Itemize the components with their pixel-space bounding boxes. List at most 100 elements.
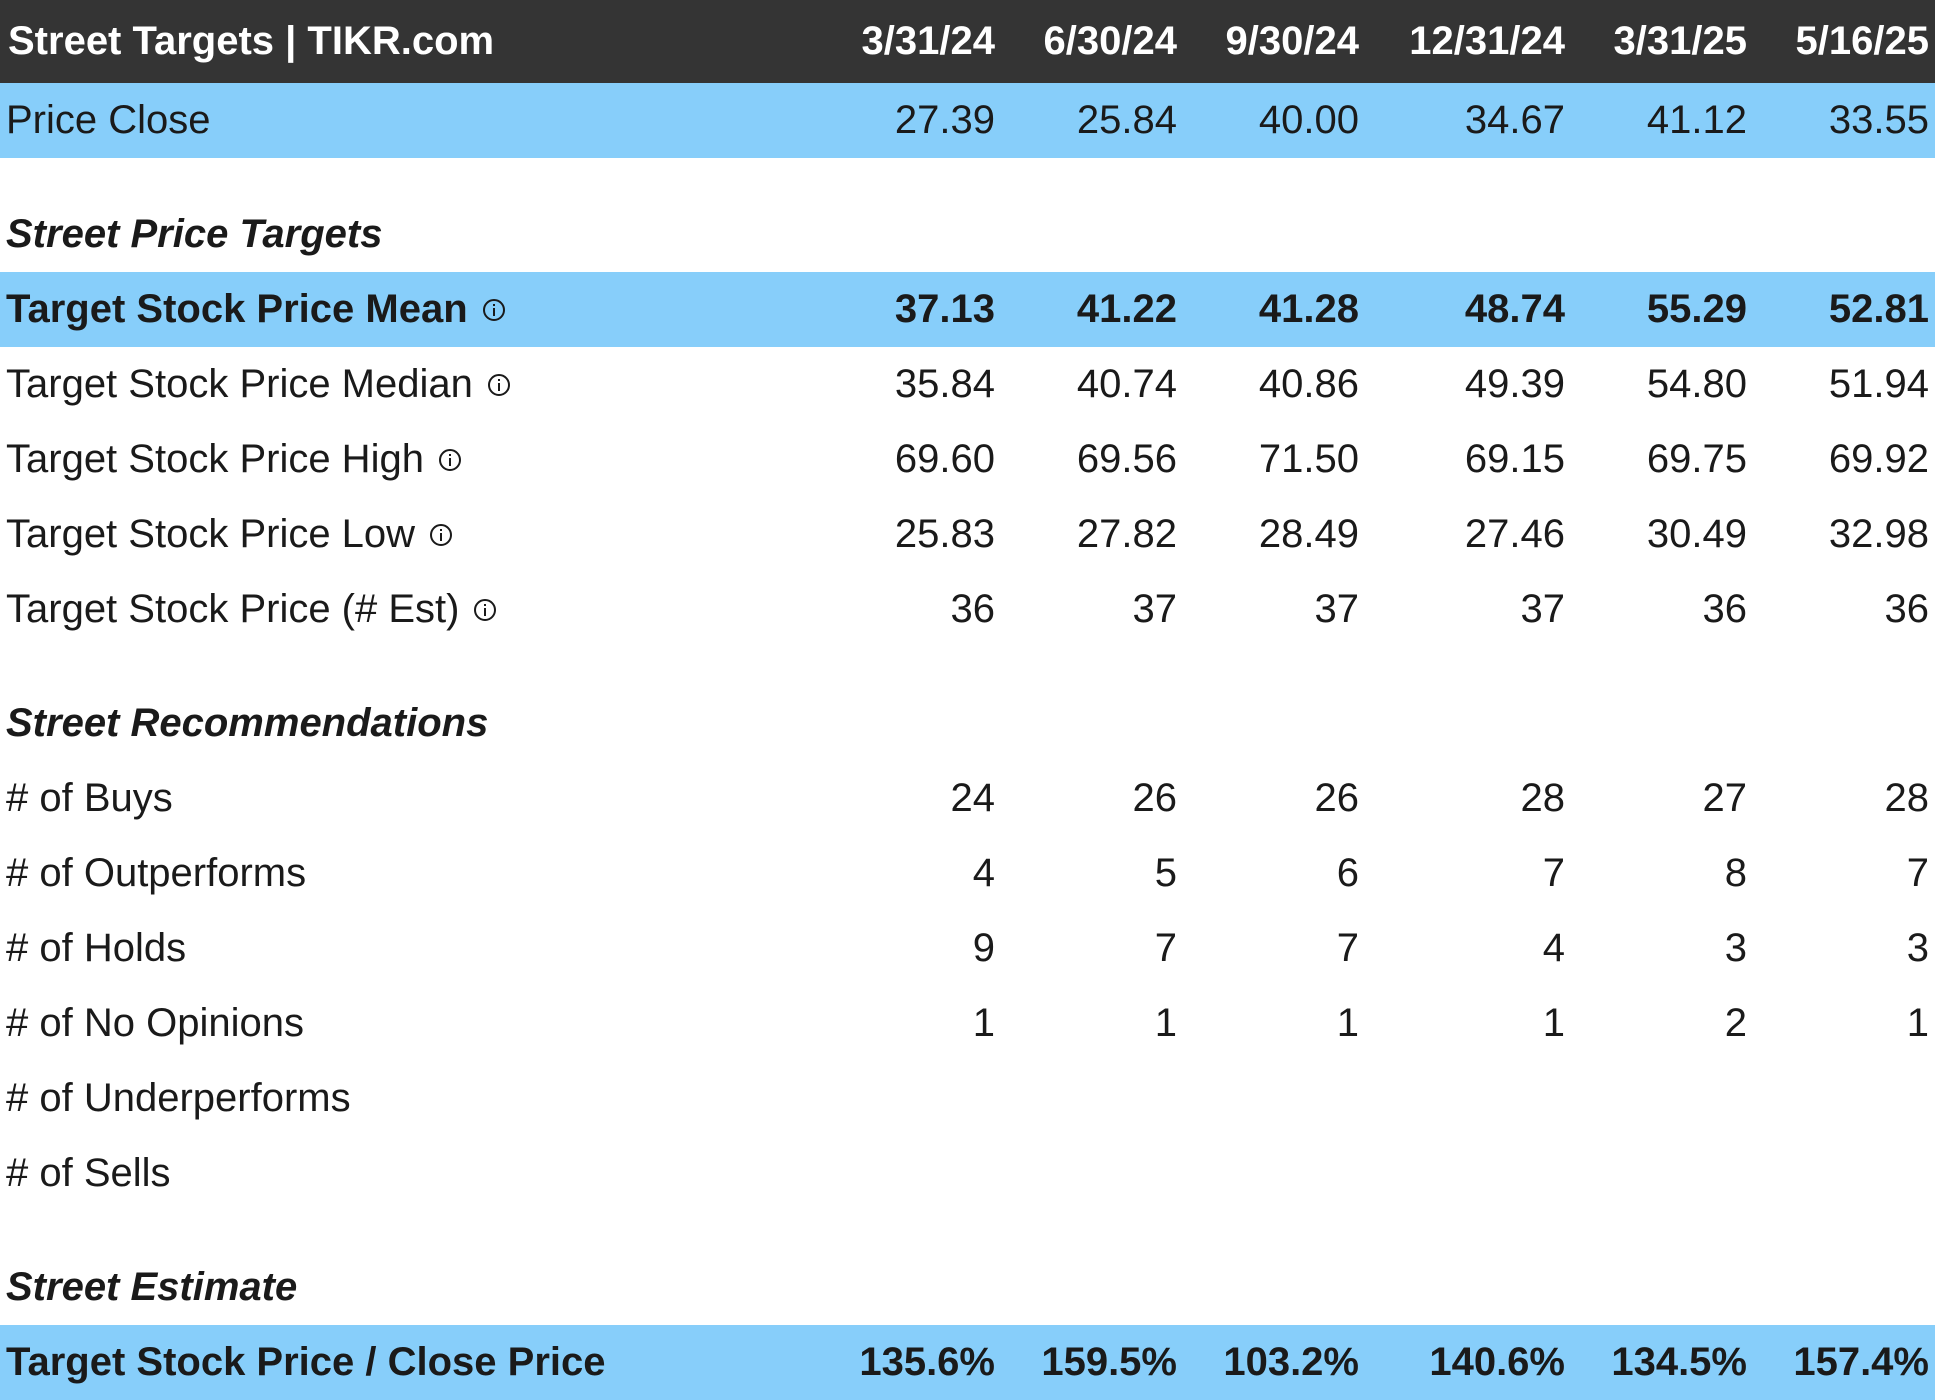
info-circle-icon[interactable]: [487, 373, 511, 397]
table-cell: 4: [972, 851, 995, 895]
table-cell: 7: [1154, 926, 1177, 970]
section-title-estimate: Street Estimate: [6, 1265, 298, 1309]
target-low-row: Target Stock Price Low 25.83 27.82 28.49…: [0, 497, 1935, 572]
table-cell: 69.15: [1464, 437, 1565, 481]
table-cell: 37: [1520, 587, 1566, 631]
table-cell: 7: [1336, 926, 1359, 970]
table-cell: 36: [950, 587, 996, 631]
table-cell: 7: [1542, 851, 1565, 895]
table-cell: 4: [1542, 926, 1565, 970]
table-header: Street Targets | TIKR.com 3/31/24 6/30/2…: [0, 0, 1935, 83]
table-cell: 157.4%: [1793, 1340, 1929, 1384]
outperforms-row: # of Outperforms 4 5 6 7 8 7: [0, 836, 1935, 911]
table-cell: 1: [1154, 1001, 1177, 1045]
section-spacer: [0, 158, 1935, 197]
table-cell: 27.82: [1076, 512, 1177, 556]
table-cell: 135.6%: [859, 1340, 995, 1384]
table-cell: 26: [1314, 776, 1360, 820]
target-to-close-row: Target Stock Price / Close Price 135.6% …: [0, 1325, 1935, 1400]
row-label: Price Close: [6, 98, 211, 142]
table-cell: 49.39: [1464, 362, 1565, 406]
table-cell: 140.6%: [1429, 1340, 1565, 1384]
table-cell: 1: [1906, 1001, 1929, 1045]
info-circle-icon[interactable]: [429, 523, 453, 547]
table-title: Street Targets | TIKR.com: [8, 19, 495, 63]
row-label: Target Stock Price Low: [6, 512, 416, 556]
table-cell: 28: [1884, 776, 1930, 820]
info-circle-icon[interactable]: [438, 448, 462, 472]
table-cell: 1: [1336, 1001, 1359, 1045]
table-cell: 6: [1336, 851, 1359, 895]
table-cell: 48.74: [1464, 287, 1565, 331]
row-label: # of Buys: [6, 776, 173, 820]
row-label: # of No Opinions: [6, 1001, 304, 1045]
table-cell: 37.13: [894, 287, 995, 331]
target-high-row: Target Stock Price High 69.60 69.56 71.5…: [0, 422, 1935, 497]
table-cell: 34.67: [1464, 98, 1565, 142]
table-cell: 28.49: [1258, 512, 1359, 556]
no-opinions-row: # of No Opinions 1 1 1 1 2 1: [0, 986, 1935, 1061]
table-cell: 1: [1542, 1001, 1565, 1045]
table-cell: 27.39: [894, 98, 995, 142]
table-cell: 69.56: [1076, 437, 1177, 481]
section-title-price-targets: Street Price Targets: [6, 212, 383, 256]
target-mean-row: Target Stock Price Mean 37.13 41.22 41.2…: [0, 272, 1935, 347]
table-cell: 69.75: [1646, 437, 1747, 481]
column-header: 9/30/24: [1225, 19, 1359, 63]
table-cell: 28: [1520, 776, 1566, 820]
column-header: 3/31/25: [1613, 19, 1747, 63]
table-cell: 33.55: [1828, 98, 1929, 142]
table-cell: 2: [1724, 1001, 1747, 1045]
target-est-count-row: Target Stock Price (# Est) 36 37 37 37 3…: [0, 572, 1935, 647]
table-cell: 40.00: [1258, 98, 1359, 142]
column-header: 3/31/24: [861, 19, 995, 63]
table-cell: 41.12: [1646, 98, 1747, 142]
section-title-recommendations: Street Recommendations: [6, 701, 489, 745]
row-label: Target Stock Price Mean: [6, 287, 468, 331]
sells-row: # of Sells: [0, 1136, 1935, 1211]
table-cell: 40.86: [1258, 362, 1359, 406]
table-cell: 32.98: [1828, 512, 1929, 556]
table-cell: 26: [1132, 776, 1178, 820]
row-label: # of Holds: [6, 926, 187, 970]
table-cell: 3: [1906, 926, 1929, 970]
price-close-row: Price Close 27.39 25.84 40.00 34.67 41.1…: [0, 83, 1935, 158]
table-cell: 27.46: [1464, 512, 1565, 556]
table-cell: 9: [972, 926, 995, 970]
table-cell: 159.5%: [1041, 1340, 1177, 1384]
info-circle-icon[interactable]: [473, 598, 497, 622]
table-cell: 41.22: [1076, 287, 1177, 331]
table-cell: 103.2%: [1223, 1340, 1359, 1384]
row-label: Target Stock Price / Close Price: [6, 1340, 606, 1384]
buys-row: # of Buys 24 26 26 28 27 28: [0, 761, 1935, 836]
table-cell: 54.80: [1646, 362, 1747, 406]
table-cell: 25.83: [894, 512, 995, 556]
row-label: # of Underperforms: [6, 1076, 351, 1120]
column-header: 5/16/25: [1795, 19, 1929, 63]
row-label: Target Stock Price High: [6, 437, 424, 481]
table-cell: 69.60: [894, 437, 995, 481]
table-cell: 41.28: [1258, 287, 1359, 331]
table-cell: 36: [1702, 587, 1748, 631]
table-cell: 1: [972, 1001, 995, 1045]
section-spacer: [0, 1211, 1935, 1250]
table-cell: 5: [1154, 851, 1177, 895]
table-cell: 3: [1724, 926, 1747, 970]
holds-row: # of Holds 9 7 7 4 3 3: [0, 911, 1935, 986]
row-label: # of Sells: [6, 1151, 171, 1195]
table-cell: 30.49: [1646, 512, 1747, 556]
table-cell: 36: [1884, 587, 1930, 631]
column-header: 6/30/24: [1043, 19, 1177, 63]
info-circle-icon[interactable]: [482, 298, 506, 322]
table-cell: 134.5%: [1611, 1340, 1747, 1384]
section-spacer: [0, 647, 1935, 686]
table-cell: 52.81: [1828, 287, 1929, 331]
table-cell: 8: [1724, 851, 1747, 895]
table-cell: 71.50: [1258, 437, 1359, 481]
table-cell: 27: [1702, 776, 1748, 820]
row-label: Target Stock Price (# Est): [6, 587, 460, 631]
table-cell: 37: [1132, 587, 1178, 631]
underperforms-row: # of Underperforms: [0, 1061, 1935, 1136]
table-cell: 35.84: [894, 362, 995, 406]
